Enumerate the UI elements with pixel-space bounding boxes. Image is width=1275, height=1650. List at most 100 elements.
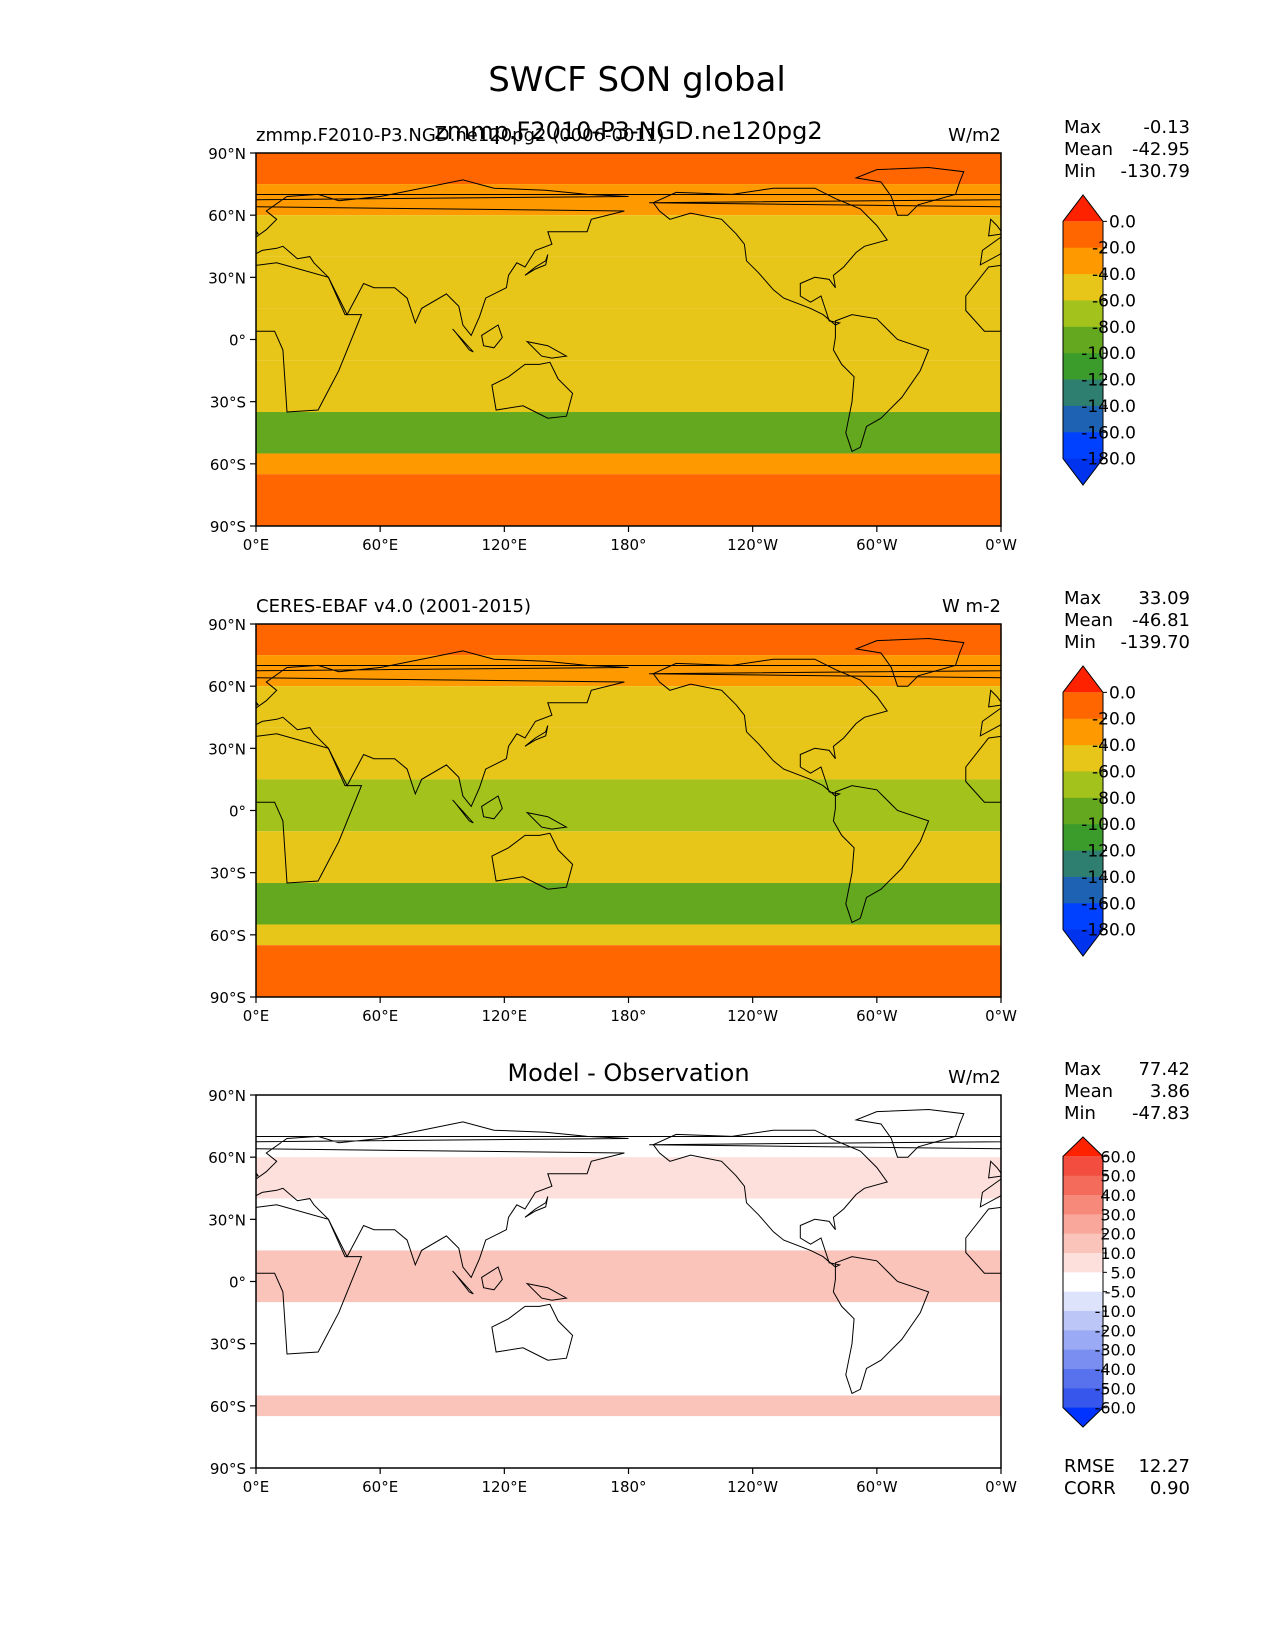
coastline [256,1204,363,1355]
coastline [525,340,568,359]
colorbar-swatch [1063,326,1103,354]
extra-stat-value: 0.90 [1150,1478,1190,1499]
colorbar-label: 10.0 [1100,1244,1136,1263]
coastline [832,1256,930,1395]
colorbar-label: -20.0 [1092,710,1136,730]
coastline [652,1129,889,1268]
coastline [988,218,1001,237]
panel-title-center: Model - Observation [507,1059,749,1087]
colorbar-label: -10.0 [1095,1302,1136,1321]
lat-tick-label: 90°S [210,989,246,1007]
colorbar-swatch [1063,1388,1103,1409]
lat-tick-label: 60°N [208,207,246,225]
coastline [256,733,363,884]
stat-label: Max [1064,1059,1102,1080]
colorbar-label: -160.0 [1081,894,1136,914]
coastline [481,324,503,349]
zonal-band [256,779,1001,832]
colorbar-label: 0.0 [1109,683,1136,703]
colorbar-swatch [1063,1291,1103,1312]
coastline [1237,1304,1275,1360]
lon-tick-label: 60°W [856,1478,898,1496]
panel-units: W/m2 [948,125,1001,146]
lat-tick-label: 30°S [210,1336,246,1354]
panel-units: W m-2 [942,596,1001,617]
lon-tick-label: 180° [610,1478,646,1496]
lon-tick-label: 0°E [243,1007,270,1025]
lat-tick-label: 30°N [208,740,246,758]
coastline [1198,800,1219,823]
lon-tick-label: 0°W [985,1478,1017,1496]
lon-tick-label: 60°W [856,536,898,554]
colorbar-swatch [1063,903,1103,931]
colorbar-label: -140.0 [1081,868,1136,888]
stat-value: -42.95 [1132,139,1190,160]
lat-tick-label: 60°N [208,678,246,696]
zonal-band [256,1126,1001,1158]
colorbar-label: -5.0 [1105,1283,1136,1302]
lon-tick-label: 0°W [985,536,1017,554]
stat-value: -47.83 [1132,1103,1190,1124]
colorbar-label: -50.0 [1095,1379,1136,1398]
lon-tick-label: 180° [610,1007,646,1025]
colorbar-swatch [1063,1233,1103,1254]
stat-label: Mean [1064,139,1113,160]
lon-tick-label: 60°E [362,1478,398,1496]
colorbar-swatch [1063,1330,1103,1351]
coastline [256,1121,629,1279]
zonal-band [256,360,1001,413]
stat-label: Mean [1064,610,1113,631]
coastline [491,832,574,890]
colorbar-label: -120.0 [1081,842,1136,862]
lat-tick-label: 30°S [210,394,246,412]
zonal-band [256,1095,1001,1127]
colorbar-swatch [1063,824,1103,852]
zonal-band [256,883,1001,925]
coastline [88,315,183,452]
lon-tick-label: 0°E [243,536,270,554]
zonal-band [256,215,1001,257]
stat-label: Max [1064,117,1102,138]
stat-value: 33.09 [1138,588,1190,609]
colorbar-label: -40.0 [1095,1360,1136,1379]
lon-tick-label: 0°W [985,1007,1017,1025]
coastline [256,650,629,808]
lon-tick-label: 0°E [243,1478,270,1496]
map-panel-reference: CERES-EBAF v4.0 (2001-2015) W m-2 90°N 60°N… [0,588,1219,1025]
coastline [1227,325,1248,348]
colorbar-extend-top [1063,666,1103,693]
lon-tick-label: 60°E [362,1007,398,1025]
zonal-band [256,655,1001,687]
coastline [256,179,629,337]
colorbar-swatch [1063,1156,1103,1177]
stat-label: Max [1064,588,1102,609]
colorbar-label: -30.0 [1095,1341,1136,1360]
colorbar-label: -60.0 [1095,1399,1136,1418]
stat-value: 77.42 [1138,1059,1190,1080]
colorbar-swatch [1063,1311,1103,1331]
coastline [832,785,930,924]
zonal-band [256,1157,1001,1199]
zonal-band [256,1354,1001,1396]
panel-title-center: zmmp.F2010-P3-NGD.ne120pg2 [434,117,822,145]
lon-tick-label: 60°W [856,1007,898,1025]
lat-tick-label: 30°N [208,1211,246,1229]
zonal-band [256,945,1001,997]
zonal-band [256,624,1001,656]
stat-value: 3.86 [1150,1081,1190,1102]
lat-tick-label: 60°N [208,1149,246,1167]
lon-tick-label: 180° [610,536,646,554]
coastline [854,637,965,687]
colorbar-label: 20.0 [1100,1225,1136,1244]
zonal-band [256,412,1001,454]
lon-tick-label: 120°E [482,1007,528,1025]
colorbar-label: -20.0 [1095,1321,1136,1340]
lat-tick-label: 90°N [208,1087,246,1105]
coastline [1198,1271,1219,1294]
coastline [0,659,142,796]
zonal-band [256,831,1001,884]
colorbar: 60.050.040.030.020.010.05.0-5.0-10.0-20.… [1062,1136,1136,1428]
zonal-band [256,1416,1001,1468]
coastline [1270,1197,1275,1218]
